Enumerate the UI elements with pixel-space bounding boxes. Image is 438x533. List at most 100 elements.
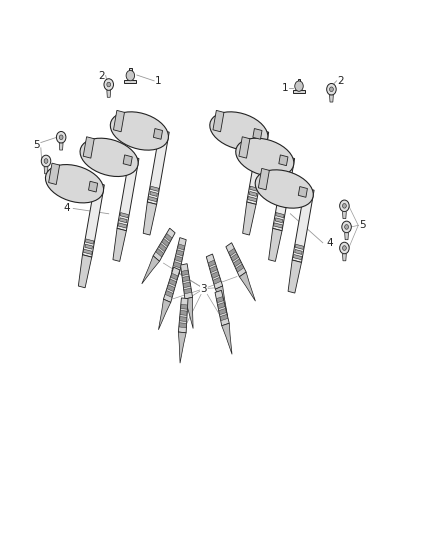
Polygon shape — [248, 197, 257, 201]
Polygon shape — [268, 228, 282, 261]
Polygon shape — [178, 332, 186, 363]
Circle shape — [295, 81, 303, 91]
Polygon shape — [275, 218, 283, 223]
Polygon shape — [255, 170, 313, 208]
Polygon shape — [249, 191, 257, 196]
Polygon shape — [210, 112, 268, 150]
Circle shape — [343, 246, 346, 251]
Polygon shape — [142, 256, 159, 284]
Polygon shape — [147, 130, 169, 205]
Polygon shape — [236, 264, 244, 272]
Polygon shape — [216, 296, 223, 303]
Circle shape — [339, 242, 349, 254]
Polygon shape — [165, 233, 172, 241]
Polygon shape — [80, 138, 138, 176]
Polygon shape — [229, 248, 236, 256]
Text: 4: 4 — [326, 238, 332, 248]
Polygon shape — [210, 266, 217, 272]
Polygon shape — [240, 272, 255, 301]
Polygon shape — [181, 304, 187, 309]
Polygon shape — [185, 297, 193, 328]
Circle shape — [345, 224, 349, 229]
Circle shape — [107, 82, 111, 87]
Polygon shape — [113, 110, 124, 132]
Circle shape — [41, 155, 51, 167]
Polygon shape — [169, 271, 180, 302]
Polygon shape — [85, 239, 94, 244]
Polygon shape — [107, 90, 111, 98]
Polygon shape — [167, 285, 175, 292]
Polygon shape — [279, 155, 288, 166]
Polygon shape — [159, 244, 166, 252]
Polygon shape — [49, 163, 60, 184]
Polygon shape — [233, 259, 241, 266]
Circle shape — [327, 84, 336, 95]
Polygon shape — [180, 310, 187, 316]
Polygon shape — [165, 290, 173, 297]
Polygon shape — [78, 255, 92, 288]
Text: 2: 2 — [338, 76, 344, 86]
Polygon shape — [273, 156, 295, 231]
Polygon shape — [118, 223, 127, 228]
Polygon shape — [213, 110, 224, 132]
Text: 5: 5 — [33, 140, 40, 150]
Polygon shape — [293, 79, 305, 93]
Polygon shape — [220, 314, 228, 321]
Polygon shape — [177, 250, 184, 256]
Polygon shape — [343, 212, 346, 219]
Polygon shape — [182, 276, 190, 281]
Polygon shape — [239, 137, 250, 158]
Polygon shape — [274, 223, 283, 228]
Polygon shape — [175, 256, 182, 262]
Circle shape — [339, 200, 349, 212]
Text: 2: 2 — [98, 70, 105, 80]
Polygon shape — [82, 182, 104, 257]
Polygon shape — [180, 317, 187, 321]
Polygon shape — [243, 202, 256, 235]
Polygon shape — [212, 272, 219, 278]
Circle shape — [104, 79, 113, 90]
Polygon shape — [171, 273, 178, 280]
Polygon shape — [218, 303, 225, 309]
Polygon shape — [231, 254, 238, 261]
Polygon shape — [156, 248, 163, 257]
Polygon shape — [345, 233, 349, 240]
Polygon shape — [120, 213, 128, 217]
Polygon shape — [208, 260, 215, 266]
Polygon shape — [159, 299, 171, 330]
Polygon shape — [184, 288, 191, 294]
Polygon shape — [169, 279, 176, 286]
Polygon shape — [120, 218, 127, 223]
Polygon shape — [150, 191, 157, 196]
Polygon shape — [293, 254, 302, 260]
Polygon shape — [215, 290, 229, 326]
Polygon shape — [222, 324, 232, 354]
Polygon shape — [295, 244, 304, 249]
Circle shape — [342, 221, 351, 233]
Polygon shape — [44, 167, 48, 174]
Polygon shape — [329, 95, 333, 102]
Polygon shape — [150, 186, 159, 191]
Polygon shape — [180, 264, 193, 299]
Polygon shape — [178, 244, 185, 250]
Text: 1: 1 — [282, 83, 289, 93]
Circle shape — [57, 132, 66, 143]
Polygon shape — [153, 128, 162, 139]
Polygon shape — [183, 282, 191, 288]
Polygon shape — [226, 243, 246, 277]
Polygon shape — [83, 249, 92, 254]
Circle shape — [126, 70, 134, 80]
Polygon shape — [213, 277, 221, 284]
Text: 1: 1 — [155, 76, 162, 86]
Polygon shape — [88, 181, 98, 192]
Polygon shape — [292, 188, 314, 262]
Polygon shape — [343, 254, 346, 261]
Text: 3: 3 — [201, 284, 207, 294]
Polygon shape — [219, 309, 226, 314]
Polygon shape — [295, 249, 302, 254]
Polygon shape — [179, 323, 187, 328]
Circle shape — [343, 204, 346, 208]
Polygon shape — [85, 244, 92, 249]
Polygon shape — [258, 168, 269, 190]
Polygon shape — [113, 228, 126, 261]
